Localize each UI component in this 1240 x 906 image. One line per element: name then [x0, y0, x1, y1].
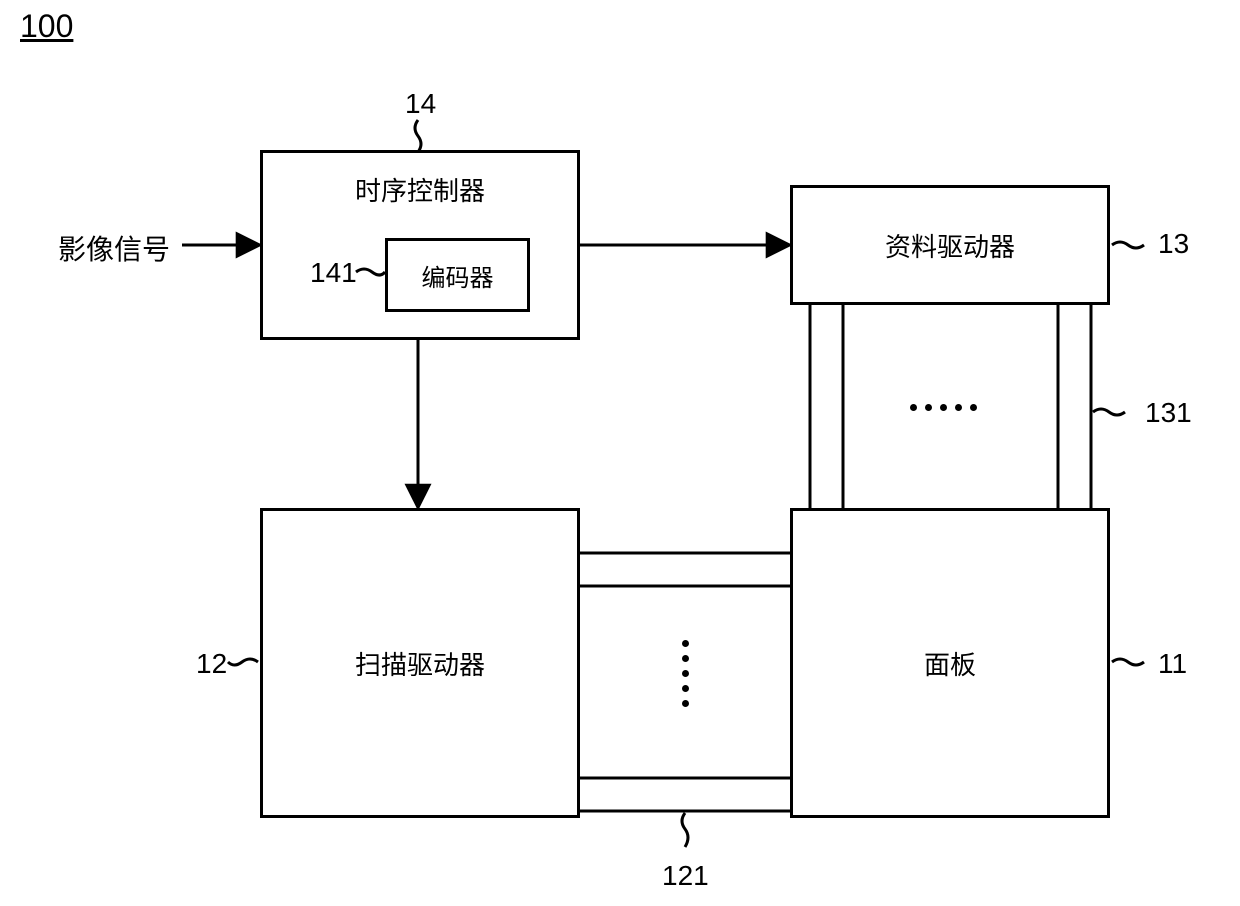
ref-121: 121 [662, 860, 709, 892]
panel-label: 面板 [924, 645, 976, 682]
ref-131: 131 [1145, 397, 1192, 429]
ref-11: 11 [1158, 648, 1187, 680]
figure-ref-100: 100 [20, 8, 73, 45]
panel-block: 面板 [790, 508, 1110, 818]
encoder-label: 编码器 [422, 258, 494, 293]
data-driver-block: 资料驱动器 [790, 185, 1110, 305]
data-driver-label: 资料驱动器 [885, 227, 1015, 264]
ref-14: 14 [405, 88, 436, 120]
data-bus-ellipsis [910, 404, 977, 411]
scan-driver-block: 扫描驱动器 [260, 508, 580, 818]
diagram-canvas: 100 时序控制器 编码器 资料驱动器 扫描驱动器 面板 影像信号 14 141… [0, 0, 1240, 906]
scan-driver-label: 扫描驱动器 [355, 645, 485, 682]
ref-141: 141 [310, 257, 357, 289]
timing-controller-label: 时序控制器 [355, 171, 485, 208]
encoder-block: 编码器 [385, 238, 530, 312]
ref-12: 12 [196, 648, 227, 680]
input-signal-label: 影像信号 [58, 228, 170, 268]
scan-bus-ellipsis [682, 640, 689, 707]
ref-13: 13 [1158, 228, 1189, 260]
